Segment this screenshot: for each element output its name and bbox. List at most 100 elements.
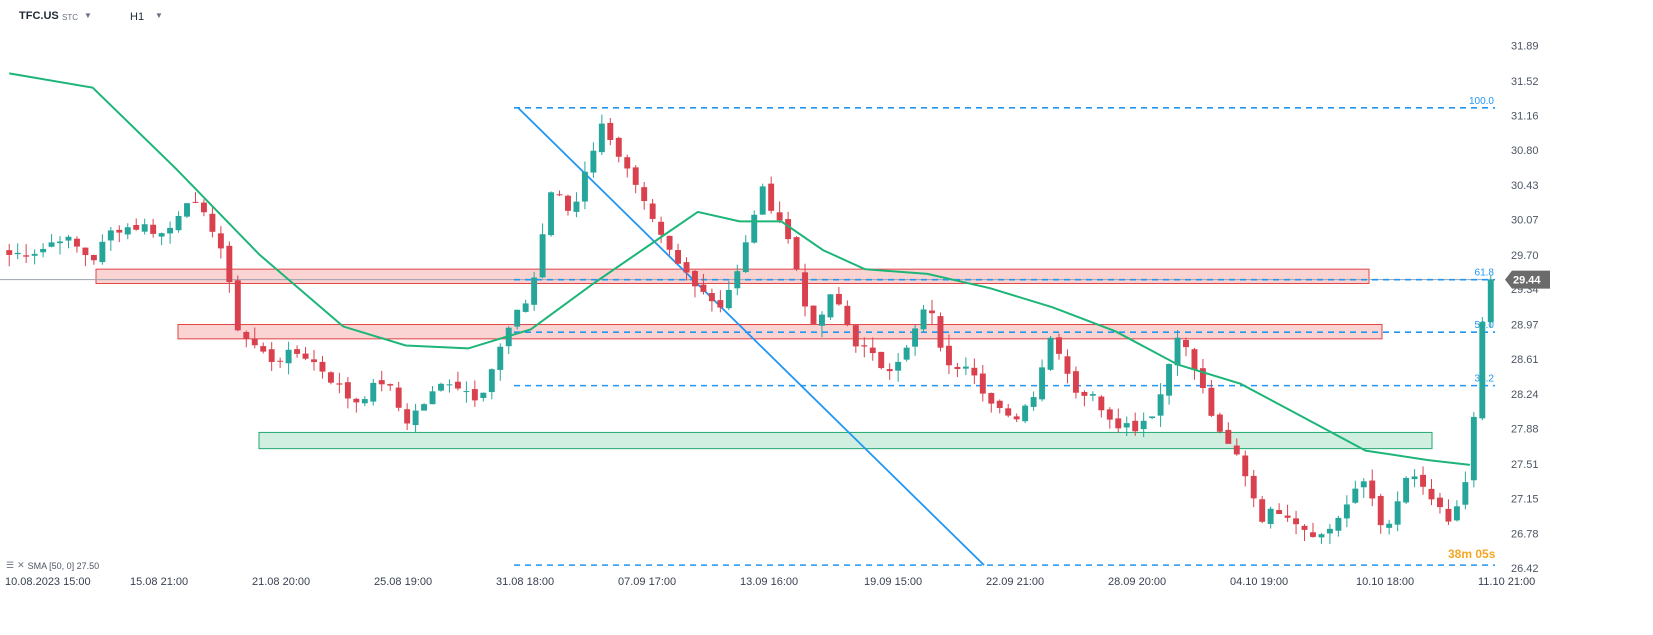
- candle-body: [421, 404, 428, 411]
- candle-body: [810, 305, 817, 324]
- candle-body: [666, 235, 673, 250]
- y-axis-tick-label: 28.97: [1511, 320, 1539, 332]
- candle-body: [57, 241, 63, 244]
- candle-body: [1115, 418, 1122, 429]
- candle-body: [1437, 497, 1443, 508]
- candle-body: [954, 366, 961, 369]
- candle-body: [226, 245, 233, 283]
- candle-body: [937, 316, 944, 348]
- candle-body: [353, 398, 360, 403]
- candle-body: [920, 309, 927, 330]
- candle-body: [1242, 455, 1249, 477]
- candle-body: [742, 242, 749, 273]
- candle-body: [243, 331, 250, 340]
- candle-body: [463, 391, 470, 393]
- candle-body: [344, 382, 351, 399]
- candle-body: [370, 382, 377, 402]
- candle-body: [1208, 387, 1215, 416]
- current-price-marker: [1505, 270, 1550, 289]
- candle-body: [251, 338, 258, 346]
- candle-body: [861, 345, 868, 347]
- candle-body: [1005, 408, 1012, 416]
- candle-body: [835, 293, 842, 305]
- candle-body: [302, 353, 309, 359]
- candle-body: [700, 284, 707, 292]
- candle-body: [1081, 391, 1088, 396]
- candle-body: [878, 351, 885, 369]
- candle-body: [624, 157, 631, 169]
- settings-icon[interactable]: ☰: [6, 560, 15, 570]
- candle-body: [1013, 416, 1020, 420]
- candle-body: [1157, 394, 1164, 416]
- y-axis-tick-label: 30.07: [1511, 215, 1539, 227]
- trendline[interactable]: [517, 107, 985, 566]
- candle-body: [378, 380, 385, 385]
- candle-body: [1225, 429, 1232, 444]
- candle-body: [565, 195, 571, 211]
- candle-body: [395, 387, 402, 408]
- x-axis-tick-label: 10.08.2023 15:00: [5, 576, 91, 588]
- candle-body: [514, 309, 521, 327]
- candle-body: [852, 325, 859, 347]
- candle-body: [200, 202, 207, 213]
- y-axis-tick-label: 27.15: [1511, 493, 1539, 505]
- sma-legend-label: SMA [50, 0] 27.50: [27, 560, 100, 571]
- candle-body: [1047, 337, 1054, 370]
- candle-body: [497, 346, 504, 370]
- candle-body: [1369, 480, 1376, 499]
- candle-body: [14, 252, 21, 255]
- candle-body: [539, 234, 546, 278]
- candle-body: [40, 248, 47, 253]
- candle-body: [311, 359, 317, 363]
- fib-level-label: 100.0: [1469, 96, 1494, 107]
- candle-body: [167, 227, 174, 234]
- candle-body: [141, 224, 148, 232]
- candle-body: [107, 230, 114, 241]
- candle-body: [1284, 515, 1291, 518]
- x-axis-tick-label: 10.10 18:00: [1356, 576, 1414, 588]
- candle-body: [1411, 476, 1418, 480]
- candle-body: [632, 167, 639, 185]
- candle-body: [548, 192, 555, 236]
- candle-body: [268, 349, 275, 362]
- x-axis-tick-label: 28.09 20:00: [1108, 576, 1166, 588]
- candle-body: [827, 294, 834, 318]
- candle-body: [192, 201, 199, 203]
- candle-body: [615, 137, 622, 157]
- symbol-dropdown-icon[interactable]: ▼: [84, 11, 92, 20]
- x-axis-tick-label: 22.09 21:00: [986, 576, 1044, 588]
- candle-body: [929, 310, 935, 314]
- x-axis-tick-label: 11.10 21:00: [1478, 576, 1535, 588]
- candle-body: [522, 303, 529, 312]
- x-axis-tick-label: 31.08 18:00: [496, 576, 554, 588]
- candle-body: [73, 238, 80, 247]
- candle-body: [1030, 397, 1037, 407]
- candle-body: [150, 224, 157, 234]
- candle-body: [768, 183, 775, 211]
- close-icon[interactable]: ✕: [17, 560, 25, 570]
- candle-body: [607, 122, 614, 140]
- sma-line: [9, 72, 1471, 466]
- candle-body: [184, 203, 190, 217]
- candle-body: [1166, 364, 1173, 396]
- chart-toolbar: TFC.US STC ▼ H1 ▼: [0, 0, 1653, 34]
- candle-body: [1420, 474, 1427, 487]
- candle-body: [725, 290, 732, 309]
- y-axis-tick-label: 26.78: [1511, 529, 1539, 541]
- candle-body: [327, 372, 334, 383]
- candle-body: [209, 213, 216, 232]
- x-axis-tick-label: 25.08 19:00: [374, 576, 432, 588]
- resistance-zone: [95, 268, 1370, 284]
- candle-body: [996, 400, 1003, 408]
- candle-body: [675, 250, 682, 264]
- candle-body: [658, 221, 665, 235]
- candle-body: [649, 203, 656, 219]
- symbol-label[interactable]: TFC.US: [19, 10, 59, 22]
- y-axis-tick-label: 30.43: [1511, 180, 1539, 192]
- candle-body: [1216, 414, 1223, 432]
- timeframe-dropdown-icon[interactable]: ▼: [155, 11, 163, 20]
- candle-body: [556, 194, 563, 196]
- timeframe-label[interactable]: H1: [130, 11, 145, 23]
